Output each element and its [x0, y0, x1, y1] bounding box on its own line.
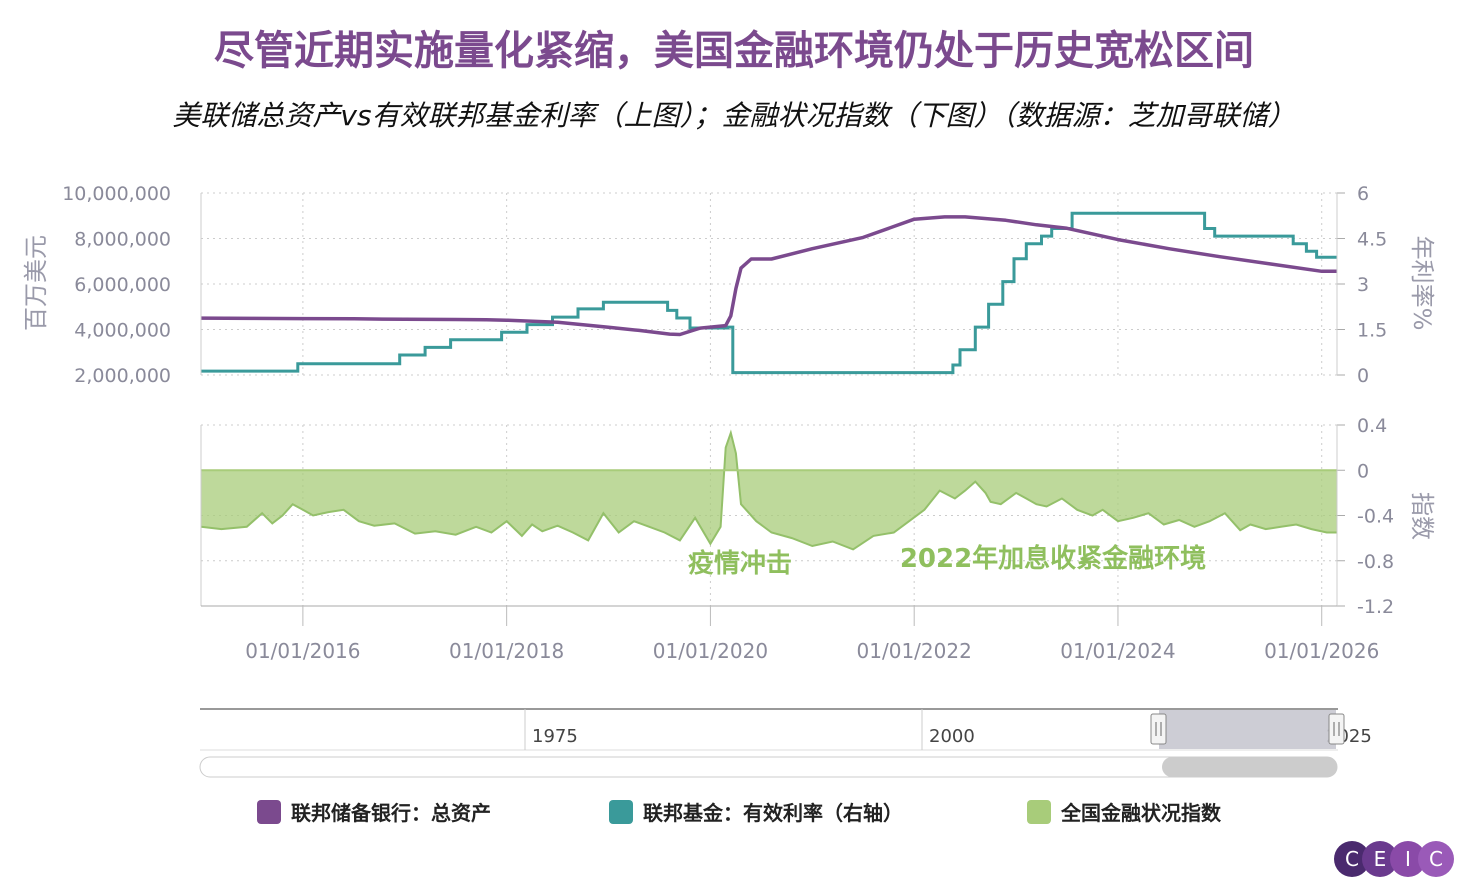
navigator-handle-left[interactable] — [1150, 713, 1167, 745]
bottom-right-tick-label-3: -0.8 — [1357, 551, 1394, 573]
annotation-2022: 2022年加息收紧金融环境 — [900, 543, 1206, 574]
annotation-pandemic: 疫情冲击 — [688, 548, 792, 579]
navigator-label-2000: 2000 — [929, 726, 975, 747]
navigator-selection[interactable] — [1159, 710, 1336, 749]
right-tick-label-0: 0 — [1357, 365, 1369, 387]
logo-letter-e: E — [1362, 841, 1398, 877]
x-tick-label-1: 01/01/2018 — [449, 639, 564, 663]
bottom-right-tick-label-0: 0.4 — [1357, 415, 1387, 437]
left-tick-label-3: 8,000,000 — [74, 229, 171, 251]
bottom-right-tick-label-2: -0.4 — [1357, 506, 1394, 528]
navigator-scrollbar-thumb[interactable] — [1162, 757, 1337, 777]
nfci-line — [200, 429, 1337, 551]
chart-subtitle: 美联储总资产vs有效联邦基金利率（上图）；金融状况指数（下图）（数据源：芝加哥联… — [172, 99, 1296, 132]
legend-swatch-rate — [609, 799, 633, 824]
legend-label-nfci: 全国金融状况指数 — [1061, 801, 1221, 825]
chart-title: 尽管近期实施量化紧缩，美国金融环境仍处于历史宽松区间 — [214, 28, 1254, 74]
left-tick-label-4: 10,000,000 — [62, 183, 171, 205]
ceic-logo: C E I C — [1334, 841, 1454, 877]
bottom-right-axis-title: 指数 — [1408, 492, 1436, 540]
right-tick-label-3: 4.5 — [1357, 229, 1387, 251]
logo-letter-c2: C — [1418, 841, 1454, 877]
x-tick-label-4: 01/01/2024 — [1060, 639, 1175, 663]
legend-swatch-assets — [257, 799, 281, 824]
axis-layer: 2,000,000 4,000,000 6,000,000 8,000,000 10,0… — [62, 183, 1394, 663]
x-tick-label-0: 01/01/2016 — [245, 639, 360, 663]
rate-line — [201, 211, 1337, 375]
nfci-area — [201, 432, 1337, 550]
right-tick-label-4: 6 — [1357, 183, 1369, 205]
right-axis-title: 年利率% — [1408, 236, 1436, 331]
left-tick-label-1: 4,000,000 — [74, 320, 171, 342]
right-tick-label-1: 1.5 — [1357, 320, 1387, 342]
legend-item-nfci[interactable]: 全国金融状况指数 — [1027, 797, 1221, 826]
data-layer — [200, 211, 1337, 551]
left-tick-label-2: 6,000,000 — [74, 274, 171, 296]
right-tick-label-2: 3 — [1357, 274, 1369, 296]
navigator-handle-right[interactable] — [1328, 713, 1345, 745]
legend-label-rate: 联邦基金：有效利率（右轴） — [643, 801, 903, 825]
bottom-right-tick-label-4: -1.2 — [1357, 596, 1394, 618]
legend-item-rate[interactable]: 联邦基金：有效利率（右轴） — [609, 797, 903, 826]
x-tick-label-3: 01/01/2022 — [857, 639, 972, 663]
left-axis-title: 百万美元 — [22, 235, 50, 331]
x-tick-label-5: 01/01/2026 — [1264, 639, 1379, 663]
legend-swatch-nfci — [1027, 799, 1051, 824]
bottom-right-tick-label-1: 0 — [1357, 460, 1369, 482]
left-tick-label-0: 2,000,000 — [74, 365, 171, 387]
legend-label-assets: 联邦储备银行：总资产 — [291, 801, 491, 825]
x-tick-label-2: 01/01/2020 — [653, 639, 768, 663]
assets-line — [200, 215, 1337, 337]
navigator-label-1975: 1975 — [532, 726, 578, 747]
legend-item-assets[interactable]: 联邦储备银行：总资产 — [257, 797, 491, 826]
navigator[interactable]: 1975 2000 2025 — [199, 708, 1372, 778]
